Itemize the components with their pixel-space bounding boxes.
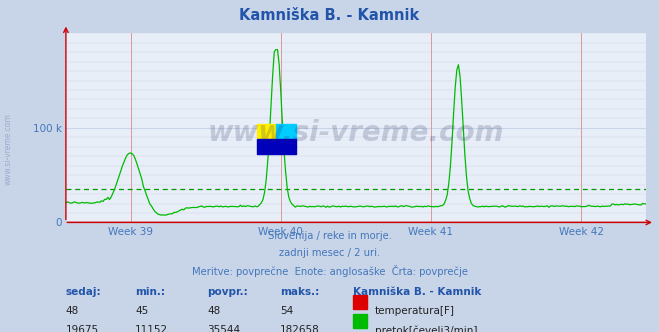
Text: 11152: 11152 (135, 325, 168, 332)
Text: www.si-vreme.com: www.si-vreme.com (208, 120, 504, 147)
Text: zadnji mesec / 2 uri.: zadnji mesec / 2 uri. (279, 248, 380, 258)
Text: 35544: 35544 (208, 325, 241, 332)
Text: Kamniška B. - Kamnik: Kamniška B. - Kamnik (239, 8, 420, 23)
Text: 48: 48 (208, 306, 221, 316)
Text: www.si-vreme.com: www.si-vreme.com (3, 114, 13, 185)
Text: 54: 54 (280, 306, 293, 316)
Text: min.:: min.: (135, 287, 165, 297)
Text: pretok[čevelj3/min]: pretok[čevelj3/min] (375, 325, 478, 332)
Text: Slovenija / reke in morje.: Slovenija / reke in morje. (268, 231, 391, 241)
Text: 48: 48 (66, 306, 79, 316)
Text: 45: 45 (135, 306, 148, 316)
Text: sedaj:: sedaj: (66, 287, 101, 297)
Text: Kamniška B. - Kamnik: Kamniška B. - Kamnik (353, 287, 481, 297)
Text: Meritve: povprečne  Enote: anglosaške  Črta: povprečje: Meritve: povprečne Enote: anglosaške Črt… (192, 265, 467, 277)
Text: maks.:: maks.: (280, 287, 320, 297)
Text: 182658: 182658 (280, 325, 320, 332)
Text: temperatura[F]: temperatura[F] (375, 306, 455, 316)
Text: 19675: 19675 (66, 325, 99, 332)
Text: povpr.:: povpr.: (208, 287, 248, 297)
